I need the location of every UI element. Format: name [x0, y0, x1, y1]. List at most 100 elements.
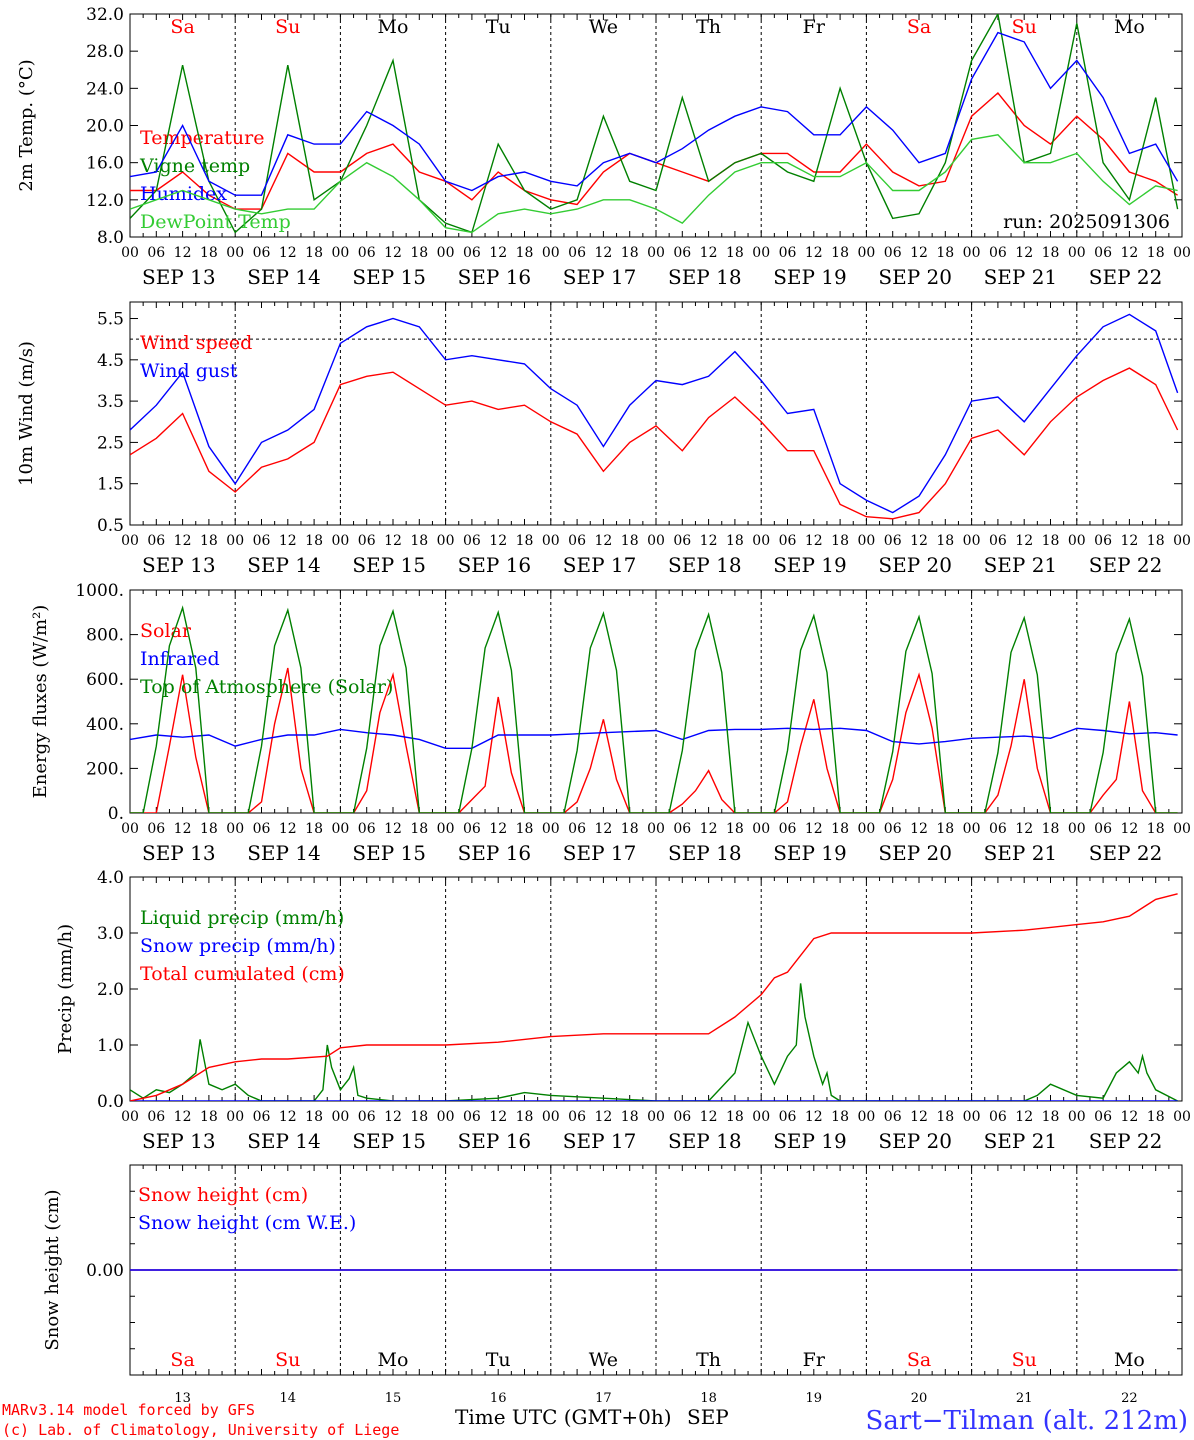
date-label: SEP 17 — [563, 841, 637, 865]
date-label: SEP 13 — [142, 841, 216, 865]
plot-frame — [129, 301, 1183, 526]
day-number-label: 20 — [911, 1391, 928, 1406]
hour-label: 00 — [1173, 821, 1191, 837]
date-label: SEP 15 — [352, 841, 426, 865]
panel-1: 8.0 12.0 16.0 20.0 24.0 28.0 32.0 2m Temp. (°C)… — [16, 5, 1191, 289]
hour-label: 12 — [1015, 821, 1033, 837]
y-tick-label: 20.0 — [86, 117, 124, 137]
hour-label: 06 — [358, 533, 376, 549]
weekday-label: Fr — [803, 16, 826, 38]
hour-label: 00 — [542, 533, 560, 549]
day-number-label: 15 — [385, 1391, 402, 1406]
hour-label: 00 — [542, 245, 560, 261]
legend-entry: Wind gust — [140, 360, 238, 382]
hour-label: 00 — [437, 533, 455, 549]
date-label: SEP 20 — [878, 265, 952, 289]
date-label: SEP 17 — [563, 265, 637, 289]
hour-label: 06 — [568, 245, 586, 261]
y-tick-label: 3.0 — [97, 924, 124, 944]
credit-line-1: MARv3.14 model forced by GFS — [2, 1401, 255, 1419]
hour-label: 18 — [621, 821, 639, 837]
hour-label: 12 — [1015, 1109, 1033, 1125]
date-label: SEP 21 — [984, 265, 1058, 289]
series-line-3-3 — [130, 605, 1178, 813]
legend-entry: Solar — [140, 620, 192, 642]
hour-label: 18 — [621, 245, 639, 261]
y-tick-label: 0.00 — [86, 1261, 124, 1281]
hour-label: 12 — [279, 245, 297, 261]
weekday-label: Sa — [907, 16, 931, 38]
hour-label: 06 — [568, 821, 586, 837]
y-tick-label: 800. — [86, 626, 124, 646]
date-label: SEP 17 — [563, 1129, 637, 1153]
hour-label: 12 — [910, 245, 928, 261]
hour-label: 12 — [594, 533, 612, 549]
hour-label: 00 — [963, 821, 981, 837]
y-tick-label: 1.5 — [97, 475, 124, 495]
hour-label: 12 — [594, 1109, 612, 1125]
hour-label: 18 — [516, 821, 534, 837]
hour-label: 12 — [384, 1109, 402, 1125]
hour-label: 18 — [305, 533, 323, 549]
date-label: SEP 15 — [352, 265, 426, 289]
hour-label: 12 — [384, 821, 402, 837]
hour-label: 00 — [437, 821, 455, 837]
series-line-2-1 — [130, 367, 1179, 520]
day-number-label: 18 — [700, 1391, 717, 1406]
hour-label: 12 — [1015, 245, 1033, 261]
credit-line-2: (c) Lab. of Climatology, University of L… — [2, 1421, 399, 1439]
hour-label: 00 — [226, 1109, 244, 1125]
date-label: SEP 22 — [1089, 553, 1163, 577]
hour-label: 12 — [384, 533, 402, 549]
hour-label: 18 — [410, 245, 428, 261]
panel-3: 0. 200. 400. 600. 800. 1000. Energy fluxes (W/… — [30, 581, 1191, 865]
y-axis-label: Energy fluxes (W/m²) — [30, 605, 51, 799]
series-line-4-3 — [130, 893, 1178, 1101]
hour-label: 06 — [253, 1109, 271, 1125]
hour-label: 00 — [752, 533, 770, 549]
hour-label: 00 — [121, 533, 139, 549]
hour-label: 00 — [121, 821, 139, 837]
y-tick-label: 200. — [86, 759, 124, 779]
y-axis-label: 2m Temp. (°C) — [16, 59, 37, 191]
time-axis-label: Time UTC (GMT+0h) — [455, 1405, 672, 1429]
hour-label: 18 — [936, 533, 954, 549]
hour-label: 00 — [752, 1109, 770, 1125]
hour-label: 06 — [884, 821, 902, 837]
weekday-label: We — [589, 1349, 618, 1371]
hour-label: 06 — [989, 533, 1007, 549]
legend-entry: Infrared — [140, 648, 220, 670]
y-tick-label: 16.0 — [86, 154, 124, 174]
hour-label: 00 — [331, 533, 349, 549]
hour-label: 12 — [594, 245, 612, 261]
hour-label: 00 — [752, 245, 770, 261]
hour-label: 06 — [779, 821, 797, 837]
hour-label: 18 — [726, 533, 744, 549]
weekday-label: Su — [1012, 1349, 1037, 1371]
weekday-label: Fr — [803, 1349, 826, 1371]
legend-entry: Wind speed — [140, 332, 252, 354]
hour-label: 12 — [700, 1109, 718, 1125]
hour-label: 18 — [516, 245, 534, 261]
hour-label: 00 — [647, 821, 665, 837]
hour-label: 00 — [226, 533, 244, 549]
hour-label: 06 — [253, 821, 271, 837]
hour-label: 06 — [568, 533, 586, 549]
station-label: Sart−Tilman (alt. 212m) — [866, 1406, 1188, 1436]
hour-label: 18 — [936, 245, 954, 261]
series-line-3-1 — [130, 667, 1178, 813]
legend-entry: Liquid precip (mm/h) — [140, 907, 344, 929]
hour-label: 12 — [805, 245, 823, 261]
y-tick-label: 28.0 — [86, 42, 124, 62]
hour-label: 18 — [1147, 533, 1165, 549]
hour-label: 18 — [305, 821, 323, 837]
hour-label: 18 — [726, 821, 744, 837]
date-label: SEP 16 — [458, 553, 532, 577]
hour-label: 12 — [805, 821, 823, 837]
day-number-label: 21 — [1016, 1391, 1033, 1406]
weekday-label: Th — [696, 1349, 721, 1371]
hour-label: 06 — [358, 1109, 376, 1125]
weekday-label: Su — [275, 16, 300, 38]
hour-label: 06 — [463, 1109, 481, 1125]
hour-label: 06 — [1094, 533, 1112, 549]
